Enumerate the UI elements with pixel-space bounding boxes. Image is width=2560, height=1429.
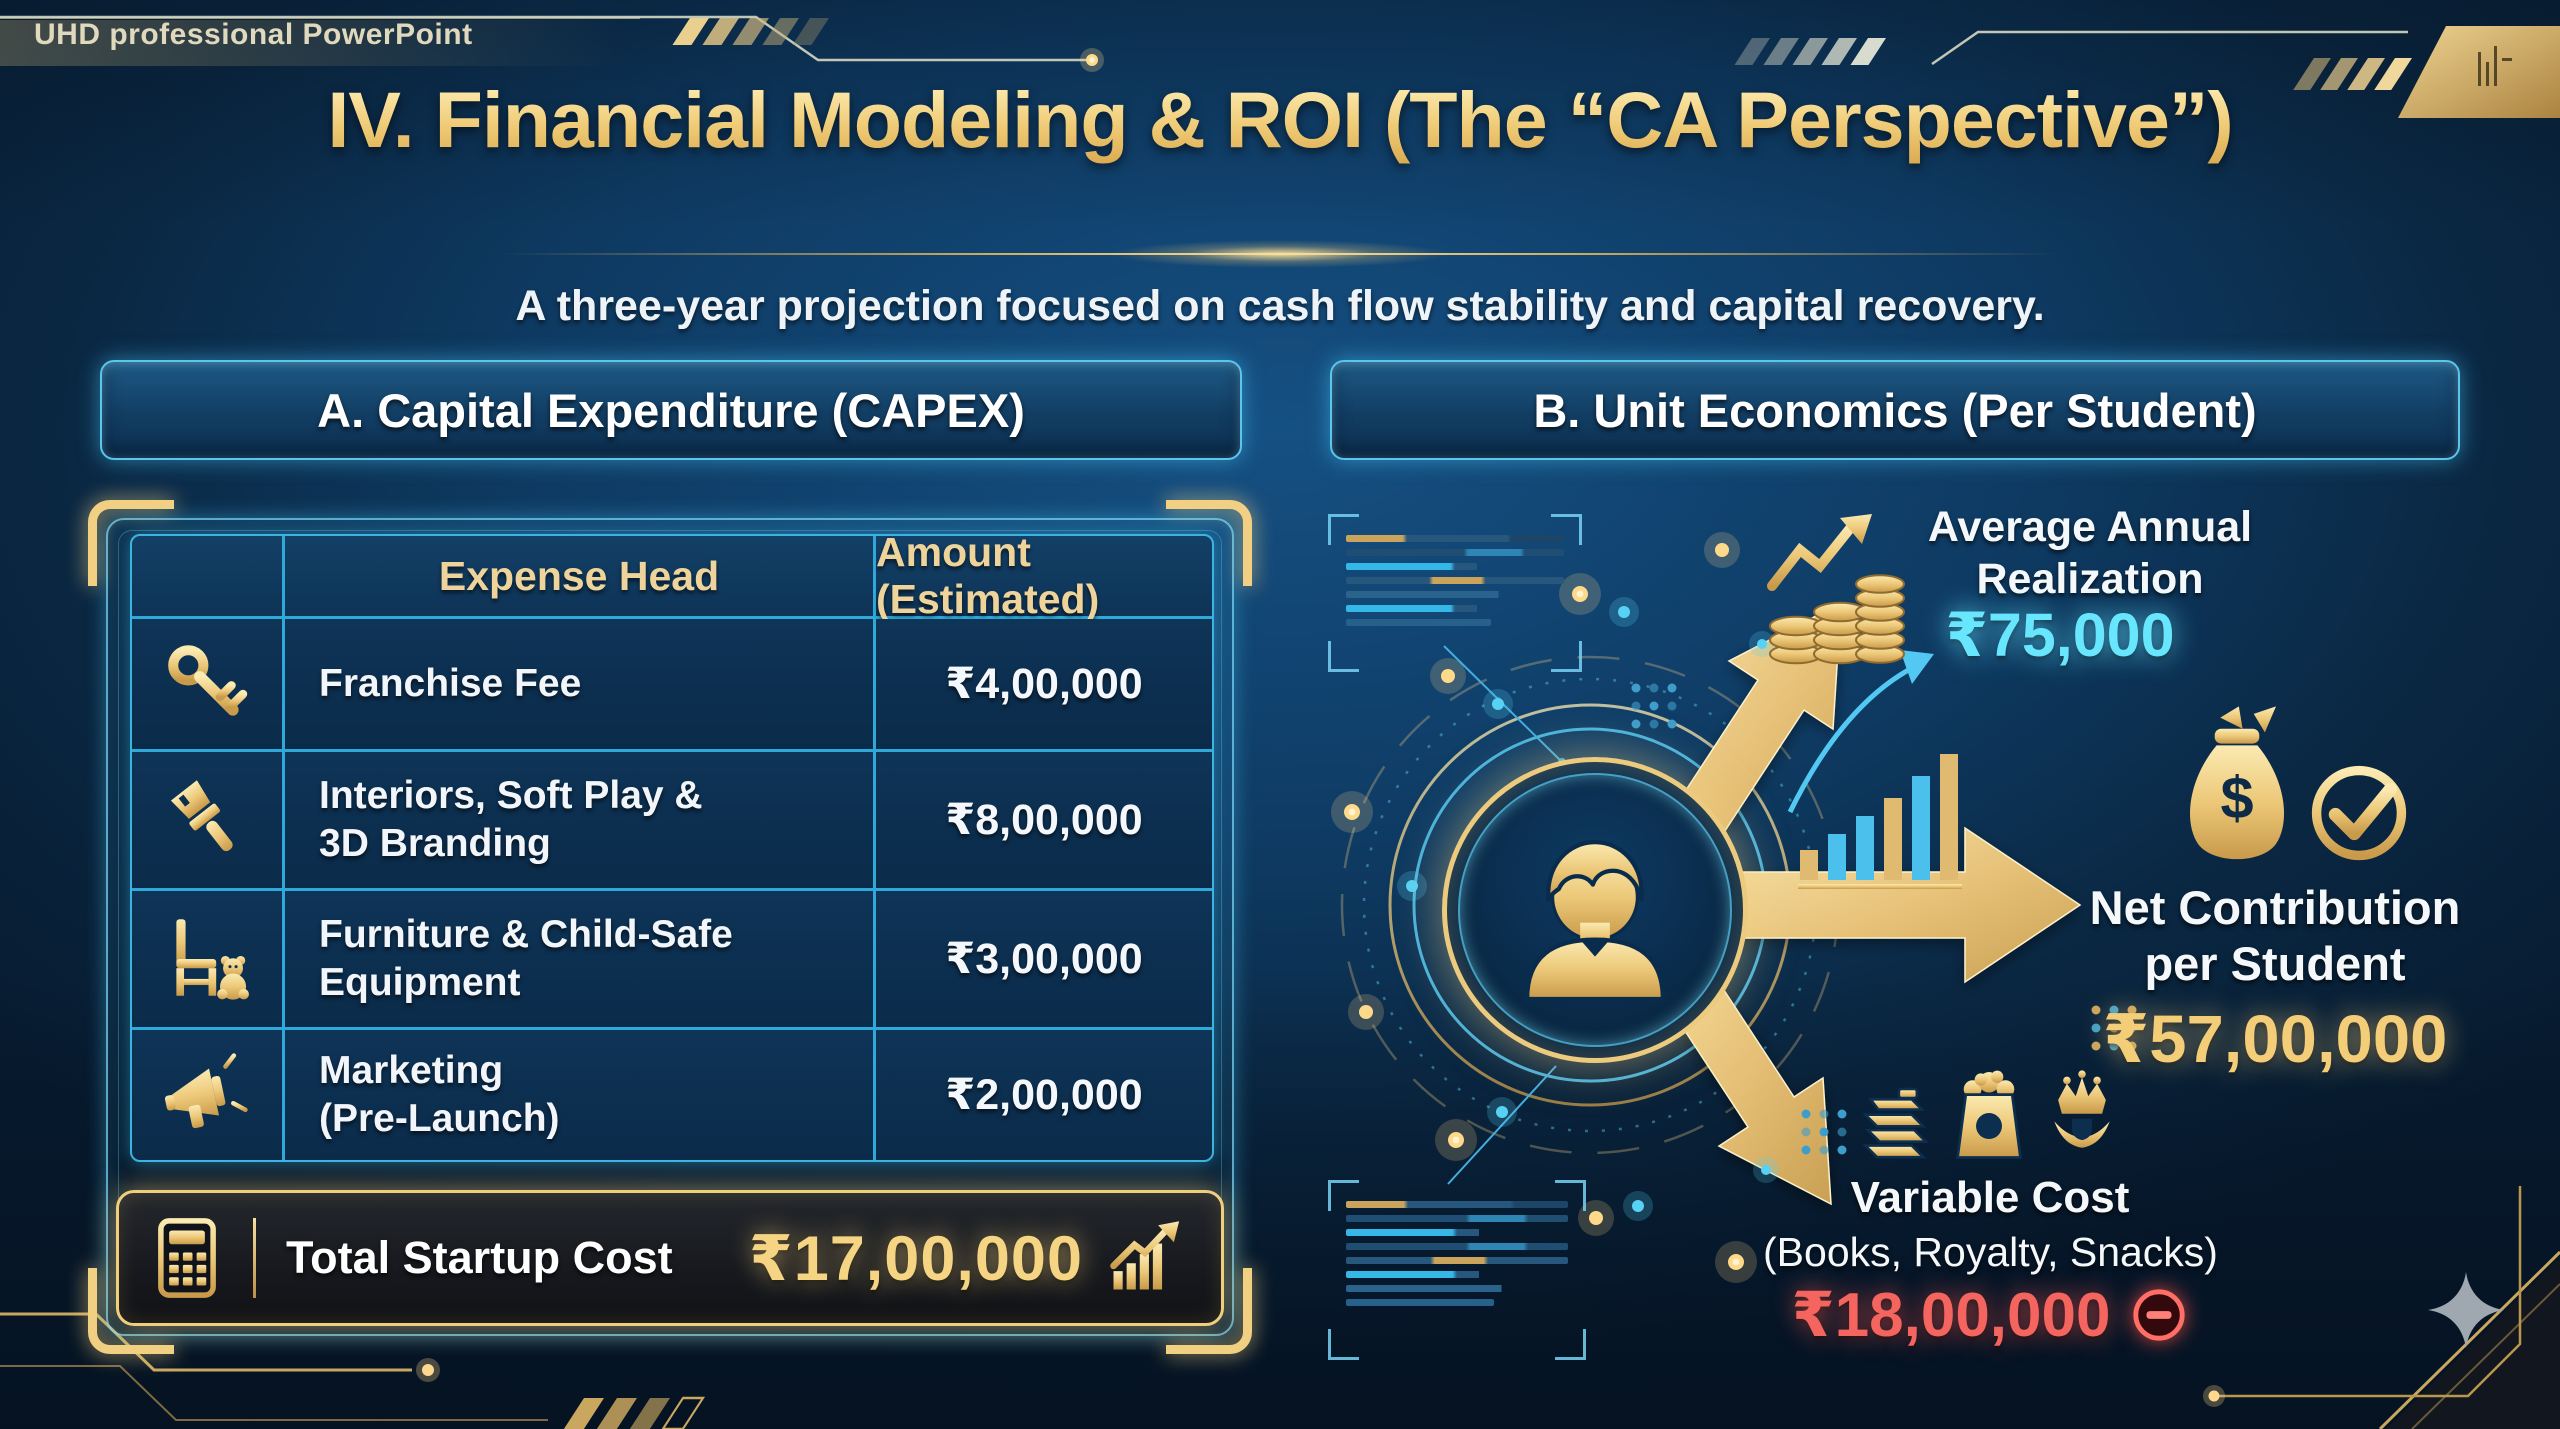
total-amount: ₹17,00,000: [748, 1223, 1083, 1294]
minus-circle-icon: [2133, 1288, 2186, 1341]
dollar-symbol: $: [2220, 764, 2253, 831]
capex-header-amount: Amount (Estimated): [876, 536, 1212, 622]
capex-frame-border: [106, 518, 1234, 1336]
paintbrush-icon: [170, 780, 233, 852]
variable-cost-value-row: ₹18,00,000: [1730, 1278, 2250, 1351]
crown-icon: [2054, 1070, 2110, 1148]
section-header-unit-economics: B. Unit Economics (Per Student): [1330, 360, 2460, 460]
total-row-divider: [253, 1218, 256, 1298]
net-contribution-value: ₹57,00,000: [2102, 1002, 2448, 1077]
data-panel-decoration: [1328, 1180, 1586, 1360]
table-cell-expense: Franchise Fee: [285, 619, 873, 749]
table-cell-amount: ₹8,00,000: [876, 752, 1212, 888]
table-cell-expense: Interiors, Soft Play & 3D Branding: [285, 752, 873, 888]
table-cell-expense: Marketing (Pre-Launch): [285, 1030, 873, 1160]
sparkle-icon: [2428, 1272, 2504, 1348]
frame-corner-icon: [1166, 500, 1252, 586]
total-startup-cost-row: Total Startup Cost ₹17,00,000: [116, 1190, 1224, 1326]
table-row-icon-cell: [132, 752, 282, 888]
frame-corner-icon: [88, 500, 174, 586]
data-panel-decoration: [1328, 514, 1582, 672]
table-cell-amount: ₹2,00,000: [876, 1030, 1212, 1160]
key-icon: [168, 645, 248, 716]
calculator-icon: [158, 1218, 216, 1298]
growth-chart-decoration: [1787, 650, 1962, 889]
money-bag-icon: $: [2189, 706, 2285, 860]
books-icon: [1862, 1087, 1929, 1159]
page-title: IV. Financial Modeling & ROI (The “CA Pe…: [0, 74, 2560, 166]
table-cell-expense: Furniture & Child-Safe Equipment: [285, 891, 873, 1027]
student-avatar-icon: [1525, 840, 1665, 1002]
student-circle: [1442, 757, 1748, 1063]
section-title-capex: A. Capital Expenditure (CAPEX): [317, 383, 1025, 437]
variable-cost-label: Variable Cost: [1850, 1173, 2130, 1222]
growth-bars-icon: [1110, 1221, 1180, 1290]
title-divider: [500, 253, 2060, 255]
realization-value: ₹75,000: [1945, 601, 2175, 669]
capex-header-expense: Expense Head: [285, 536, 873, 616]
slide-badge: UHD professional PowerPoint: [34, 18, 473, 51]
table-row-icon-cell: [132, 1030, 282, 1160]
table-cell-amount: ₹3,00,000: [876, 891, 1212, 1027]
snack-bag-icon: [1956, 1070, 2022, 1159]
megaphone-icon: [164, 1053, 250, 1129]
table-cell-amount: ₹4,00,000: [876, 619, 1212, 749]
subtitle: A three-year projection focused on cash …: [515, 282, 2045, 330]
table-row-icon-cell: [132, 619, 282, 749]
check-circle-icon: [2311, 765, 2407, 861]
section-header-capex: A. Capital Expenditure (CAPEX): [100, 360, 1242, 460]
section-title-unit-economics: B. Unit Economics (Per Student): [1533, 383, 2257, 437]
total-label: Total Startup Cost: [286, 1232, 673, 1283]
frame-corner-icon: [1166, 1268, 1252, 1354]
realization-label: Average Annual Realization: [1927, 503, 2253, 603]
variable-cost-sublabel: (Books, Royalty, Snacks): [1763, 1229, 2218, 1275]
capex-header-icon-cell: [132, 536, 282, 616]
capex-table: Expense Head Amount (Estimated) Franchis…: [130, 534, 1214, 1162]
net-contribution-label: Net Contribution per Student: [2089, 881, 2461, 991]
variable-cost-value: ₹18,00,000: [1791, 1281, 2111, 1350]
chair-teddy-icon: [176, 919, 249, 1000]
table-row-icon-cell: [132, 891, 282, 1027]
